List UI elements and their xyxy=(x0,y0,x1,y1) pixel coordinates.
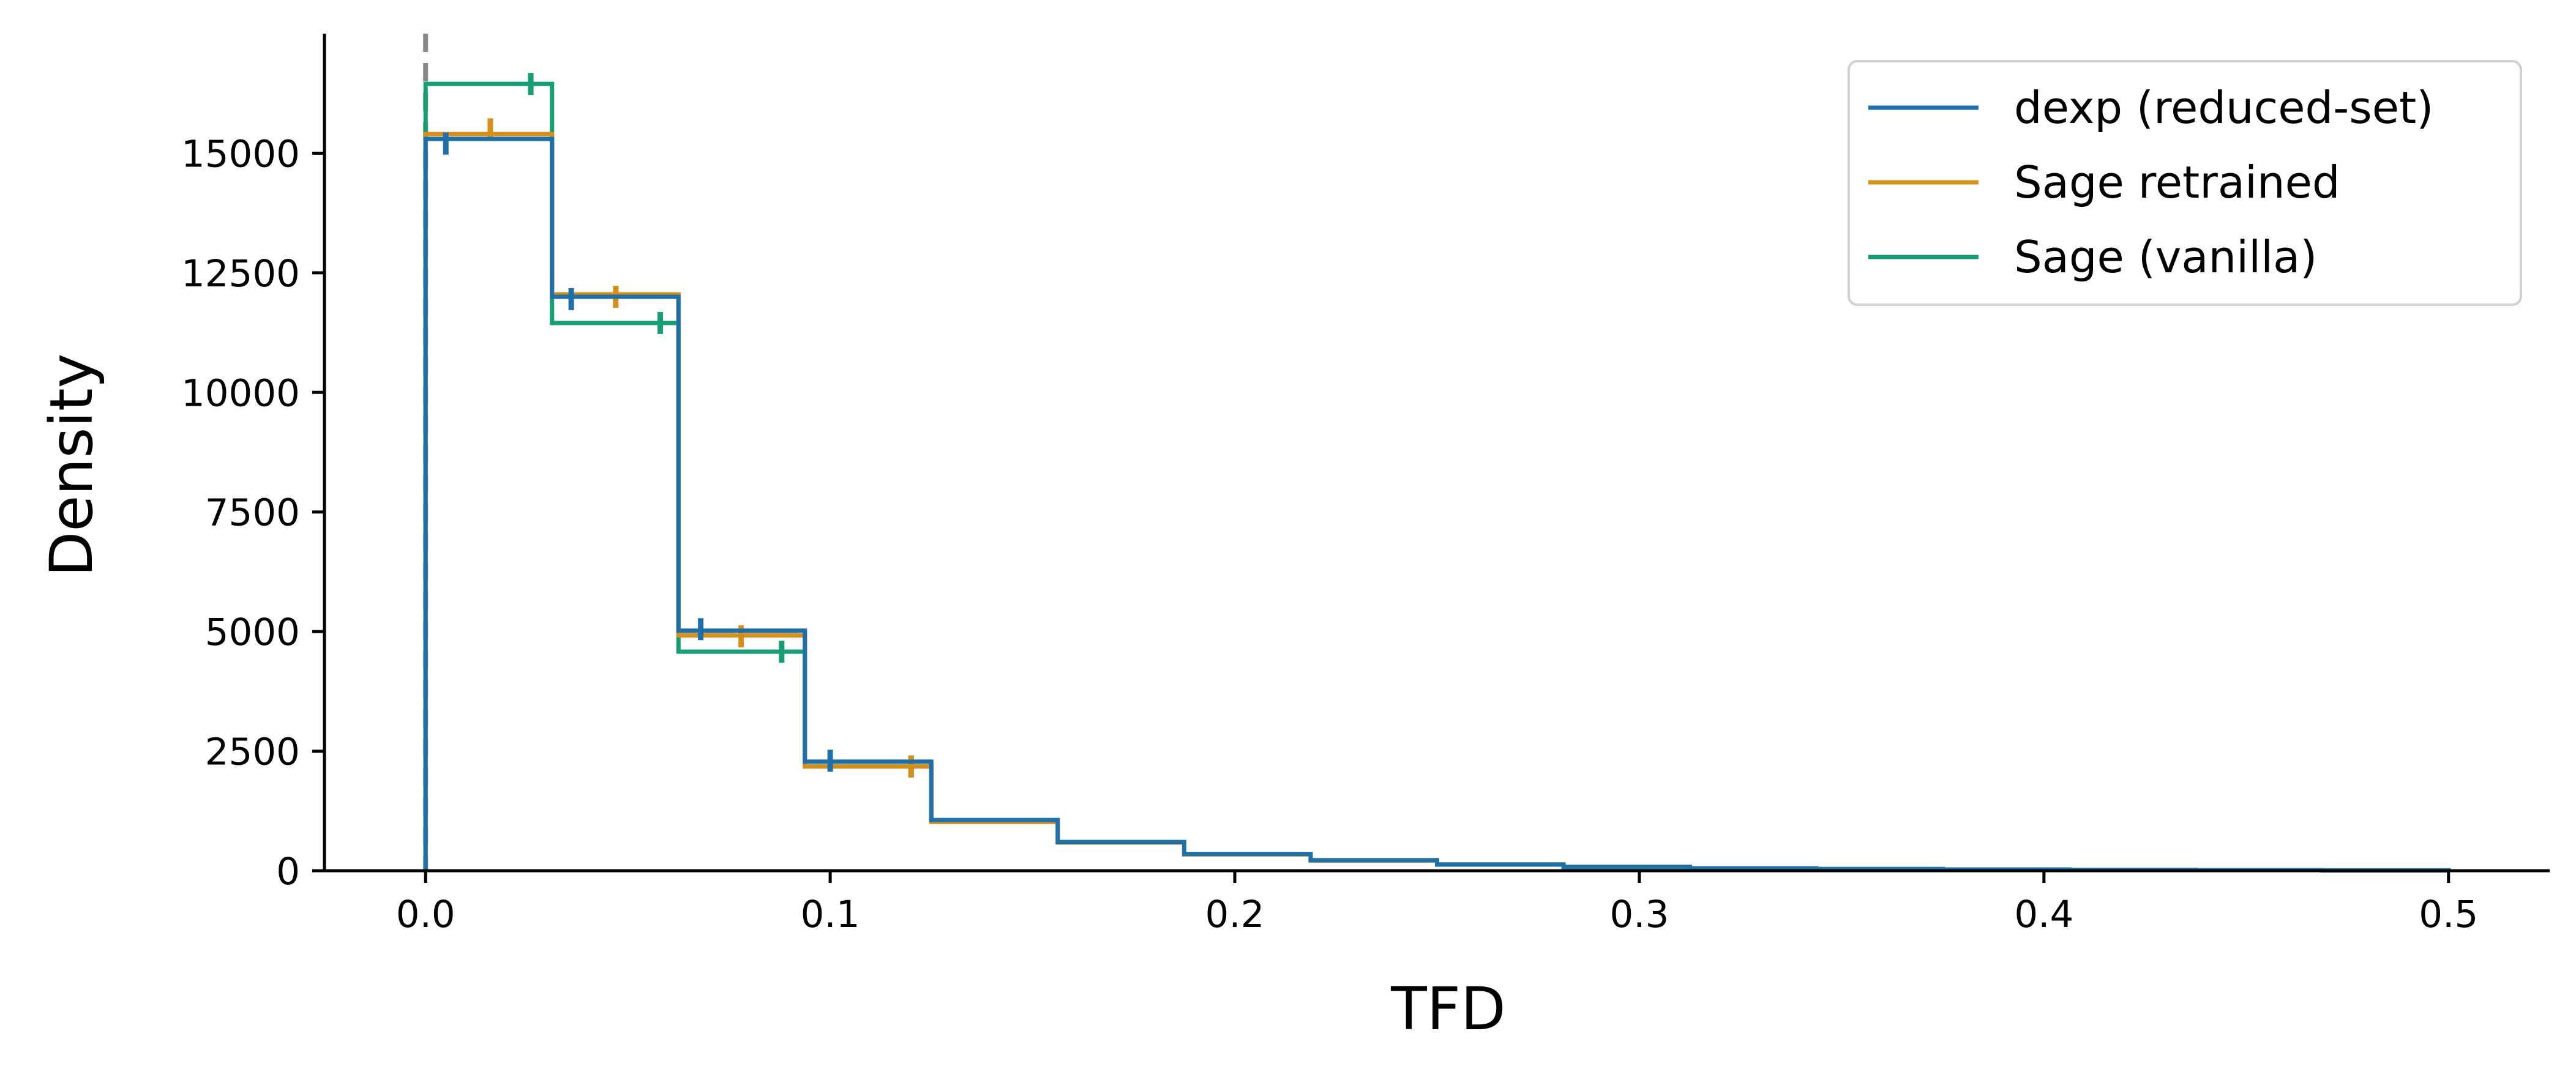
ticks: 0.0 0.1 0.2 0.3 0.4 0.5 0 2500 5000 7500 10000 1250… xyxy=(181,132,2478,936)
x-tick-label-1: 0.1 xyxy=(801,893,860,936)
y-tick-label-1: 2500 xyxy=(205,731,300,774)
y-tick-label-0: 0 xyxy=(276,850,300,893)
y-axis-label: Density xyxy=(37,354,106,577)
x-tick-label-4: 0.4 xyxy=(2014,893,2073,936)
y-tick-label-4: 10000 xyxy=(181,371,300,415)
x-tick-label-0: 0.0 xyxy=(396,893,455,936)
axes xyxy=(323,34,2550,873)
legend-label-1: Sage retrained xyxy=(2014,157,2340,208)
legend-label-0: dexp (reduced-set) xyxy=(2014,82,2433,133)
x-tick-label-3: 0.3 xyxy=(1609,893,1669,936)
legend-label-2: Sage (vanilla) xyxy=(2014,231,2317,283)
y-tick-label-2: 5000 xyxy=(205,611,300,654)
legend: dexp (reduced-set) Sage retrained Sage (va… xyxy=(1848,60,2522,306)
x-axis-label: TFD xyxy=(1390,975,1506,1043)
y-tick-label-6: 15000 xyxy=(181,132,300,176)
y-tick-label-3: 7500 xyxy=(205,491,300,535)
x-tick-label-2: 0.2 xyxy=(1205,893,1265,936)
y-tick-label-5: 12500 xyxy=(181,252,300,296)
x-tick-label-5: 0.5 xyxy=(2419,893,2478,936)
legend-box xyxy=(1848,60,2522,306)
